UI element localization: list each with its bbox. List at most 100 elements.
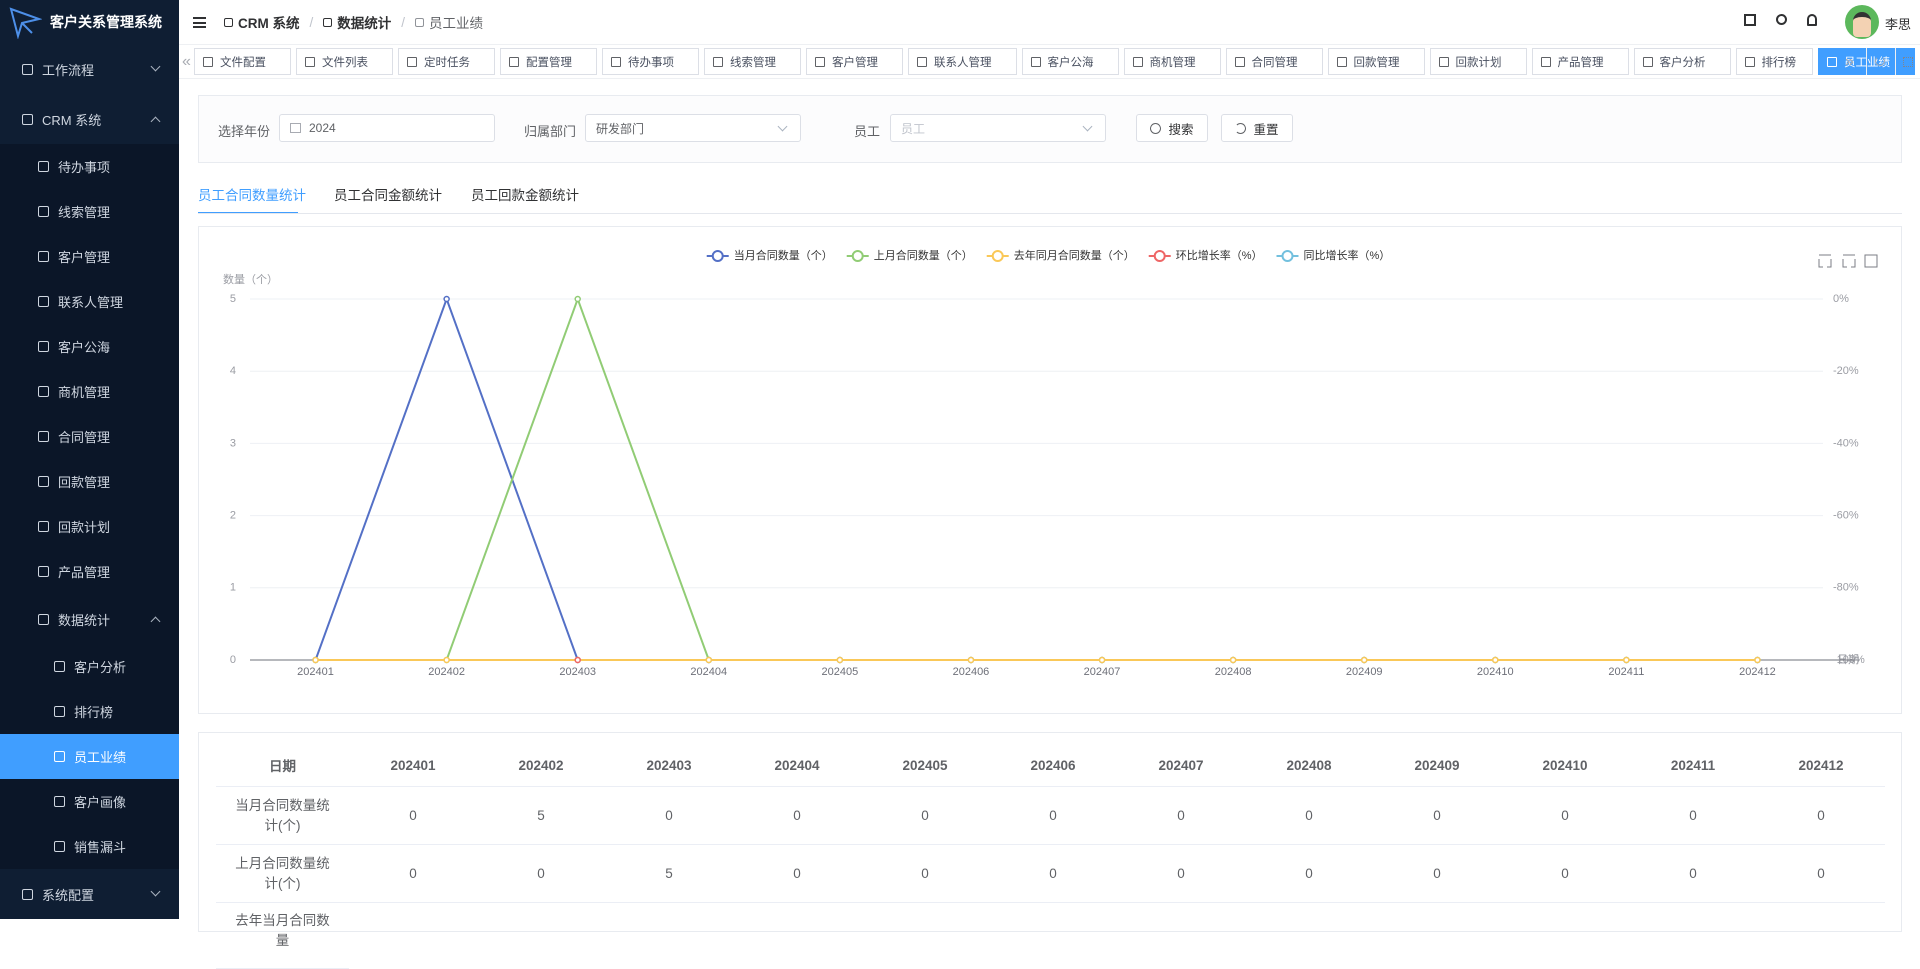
- table-header-cell: 202410: [1501, 744, 1629, 787]
- tab[interactable]: 员工回款金额统计: [471, 188, 579, 203]
- filter-card: 选择年份 2024 归属部门 研发部门 员工 员工 搜索 重置: [198, 95, 1902, 163]
- menu-item[interactable]: 联系人管理: [0, 279, 179, 324]
- data-point: [574, 295, 581, 303]
- menu-item[interactable]: 客户分析: [0, 644, 179, 689]
- legend-item[interactable]: 同比增长率（%）: [1276, 248, 1391, 262]
- table-header-cell: 202404: [733, 744, 861, 787]
- y-tick-label: 4: [230, 365, 236, 377]
- menu-label: 客户公海: [58, 340, 111, 355]
- data-point: [1360, 656, 1368, 664]
- tag-icon: [1336, 56, 1347, 67]
- x-tick-label: 202410: [1477, 666, 1514, 678]
- tab[interactable]: 员工合同金额统计: [334, 188, 442, 203]
- breadcrumb-item[interactable]: CRM 系统: [238, 16, 300, 31]
- menu-item[interactable]: 排行榜: [0, 689, 179, 734]
- avatar[interactable]: [1845, 5, 1879, 39]
- x-tick-label: 202405: [822, 666, 859, 678]
- menu-icon: [54, 841, 65, 852]
- menu-item[interactable]: 工作流程: [0, 44, 179, 94]
- menu-item[interactable]: 客户画像: [0, 779, 179, 824]
- menu-icon: [38, 386, 49, 397]
- y2-tick-label: -40%: [1833, 437, 1859, 449]
- tag[interactable]: 待办事项: [602, 48, 699, 75]
- tags-left[interactable]: «: [182, 52, 191, 70]
- table: 日期 202401 202402 202403 202404 202405 202406 20…: [216, 744, 1885, 969]
- menu-item[interactable]: 员工业绩: [0, 734, 179, 779]
- menu-item[interactable]: 线索管理: [0, 189, 179, 234]
- menu-label: 销售漏斗: [74, 840, 127, 855]
- table-cell: 0: [1245, 844, 1373, 903]
- tag[interactable]: 回款计划: [1429, 48, 1527, 75]
- toolbox-icon[interactable]: [1864, 254, 1878, 268]
- tag[interactable]: 文件配置: [194, 48, 291, 75]
- menu-label: 客户分析: [74, 660, 127, 675]
- tag[interactable]: 联系人管理: [908, 48, 1017, 75]
- tag[interactable]: 排行榜: [1735, 48, 1813, 75]
- tag[interactable]: 客户管理: [806, 48, 903, 75]
- tag[interactable]: 线索管理: [704, 48, 801, 75]
- legend-item[interactable]: 去年同月合同数量（个）: [986, 248, 1135, 262]
- dept-select[interactable]: 研发部门: [585, 114, 801, 142]
- legend-item[interactable]: 上月合同数量（个）: [846, 248, 973, 262]
- data-point: [574, 656, 581, 664]
- dept-label: 归属部门: [524, 124, 577, 139]
- tag[interactable]: 产品管理: [1531, 48, 1629, 75]
- y-tick-label: 0: [230, 654, 236, 666]
- legend-item[interactable]: 当月合同数量（个）: [706, 248, 833, 262]
- menu-icon: [38, 476, 49, 487]
- menu-toggle[interactable]: [193, 16, 206, 28]
- menu-item[interactable]: 回款计划: [0, 504, 179, 549]
- reset-text: 重置: [1253, 122, 1279, 137]
- search-button[interactable]: 搜索: [1136, 114, 1208, 142]
- menu-label: 员工业绩: [74, 750, 127, 765]
- tag[interactable]: 客户分析: [1633, 48, 1731, 75]
- tag[interactable]: 定时任务: [398, 48, 495, 75]
- table-header-cell: 202402: [477, 744, 605, 787]
- tags-menu[interactable]: [1895, 48, 1920, 75]
- tags-right[interactable]: »: [1845, 53, 1854, 70]
- tag-label: 定时任务: [424, 56, 470, 69]
- year-value: 2024: [309, 121, 336, 135]
- tab[interactable]: 员工合同数量统计: [198, 188, 306, 203]
- search-icon[interactable]: [1776, 14, 1787, 25]
- data-point: [836, 656, 844, 664]
- menu-item[interactable]: 系统配置: [0, 869, 179, 919]
- menu-item[interactable]: 客户管理: [0, 234, 179, 279]
- menu-item[interactable]: CRM 系统: [0, 94, 179, 144]
- user-name[interactable]: 李思: [1885, 17, 1912, 32]
- menu-item[interactable]: 商机管理: [0, 369, 179, 414]
- tag-icon: [713, 56, 723, 67]
- toolbox-icon[interactable]: [1842, 254, 1856, 268]
- menu-item[interactable]: 销售漏斗: [0, 824, 179, 869]
- dept-value: 研发部门: [596, 121, 645, 136]
- reset-button[interactable]: 重置: [1221, 114, 1293, 142]
- menu-item[interactable]: 产品管理: [0, 549, 179, 594]
- menu-item[interactable]: 待办事项: [0, 144, 179, 189]
- tag[interactable]: 客户公海: [1021, 48, 1119, 75]
- menu-item[interactable]: 数据统计: [0, 594, 179, 644]
- tag[interactable]: 配置管理: [500, 48, 597, 75]
- menu-item[interactable]: 回款管理: [0, 459, 179, 504]
- breadcrumb-item[interactable]: 员工业绩: [429, 16, 484, 31]
- menu-item[interactable]: 客户公海: [0, 324, 179, 369]
- bell-icon[interactable]: [1807, 14, 1817, 26]
- refresh[interactable]: [1866, 48, 1893, 75]
- tag-icon: [203, 56, 213, 67]
- toolbox-icon[interactable]: [1818, 254, 1832, 268]
- tag-label: 客户分析: [1659, 56, 1706, 69]
- tag-icon: [1540, 56, 1551, 67]
- tag[interactable]: 文件列表: [296, 48, 393, 75]
- tag[interactable]: 回款管理: [1327, 48, 1425, 75]
- tag[interactable]: 合同管理: [1225, 48, 1323, 75]
- employee-select[interactable]: 员工: [890, 114, 1106, 142]
- search-text: 搜索: [1168, 122, 1194, 137]
- year-input[interactable]: 2024: [279, 114, 495, 142]
- tag[interactable]: 商机管理: [1123, 48, 1221, 75]
- legend: 当月合同数量（个） 上月合同数量（个） 去年同月合同数量（个） 环比增长率（%） 同比增…: [706, 248, 1391, 262]
- menu-item[interactable]: 合同管理: [0, 414, 179, 459]
- menu-label: 排行榜: [74, 705, 114, 720]
- breadcrumb-item[interactable]: 数据统计: [337, 16, 392, 31]
- fullscreen-icon[interactable]: [1744, 14, 1756, 26]
- legend-item[interactable]: 环比增长率（%）: [1148, 248, 1263, 262]
